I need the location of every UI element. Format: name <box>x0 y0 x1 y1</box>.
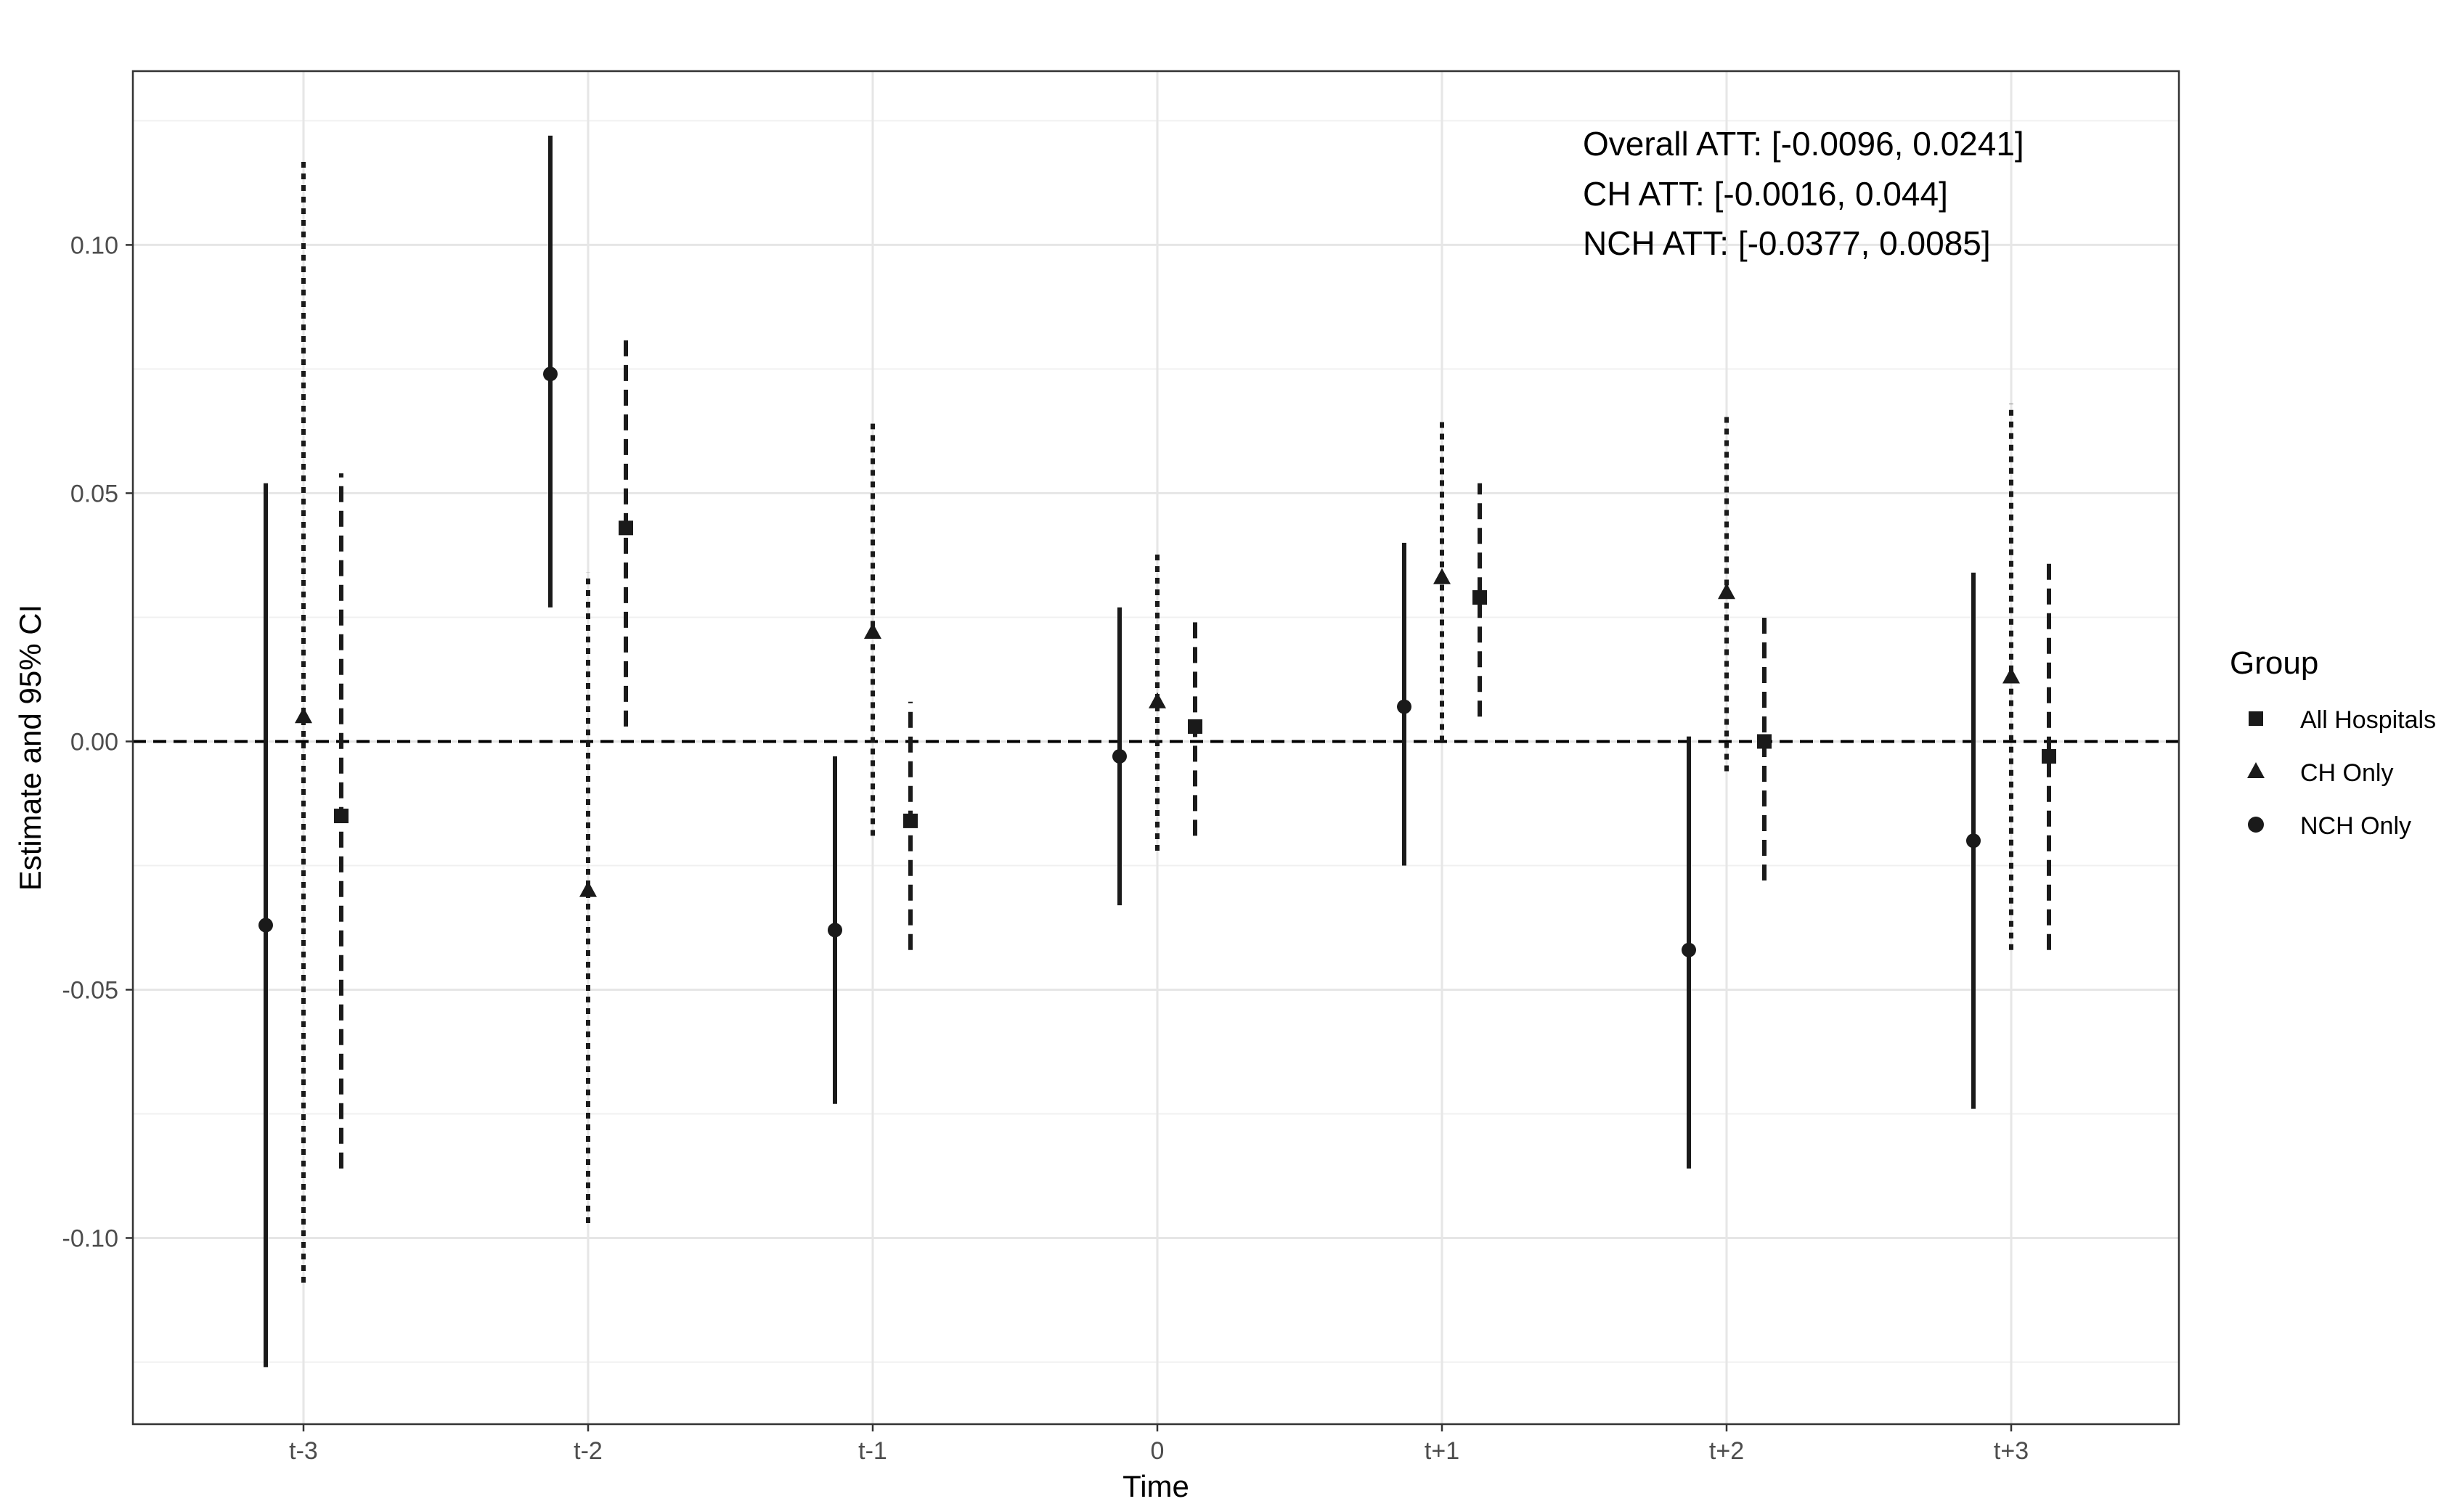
point-all-hospitals <box>1188 719 1202 734</box>
point-nch-only <box>1112 748 1127 764</box>
point-ch-only <box>2002 667 2020 684</box>
plot-marks <box>133 135 2179 1368</box>
x-tick-label: t-2 <box>574 1437 603 1465</box>
legend-circle-icon <box>2248 817 2264 833</box>
y-axis-title: Estimate and 95% CI <box>13 605 47 891</box>
point-ch-only <box>864 622 881 639</box>
point-ch-only <box>1433 568 1451 584</box>
annotation-overall-att: Overall ATT: [-0.0096, 0.0241] <box>1583 125 2024 163</box>
x-tick-label: t-3 <box>289 1437 318 1465</box>
legend-triangle-icon <box>2247 762 2265 778</box>
point-nch-only <box>1682 942 1696 957</box>
x-tick-label: t+2 <box>1709 1437 1744 1465</box>
legend: Group All Hospitals CH Only NCH Only <box>2230 645 2436 840</box>
point-all-hospitals <box>2042 748 2056 764</box>
y-tick-label: -0.05 <box>62 976 119 1004</box>
point-nch-only <box>543 367 558 382</box>
x-tick-label: t-1 <box>858 1437 887 1465</box>
point-all-hospitals <box>1757 734 1772 749</box>
legend-label-ch-only: CH Only <box>2300 759 2393 787</box>
point-ch-only <box>1718 583 1735 600</box>
legend-title: Group <box>2230 645 2318 681</box>
y-tick-label: 0.05 <box>70 480 118 507</box>
x-axis-title: Time <box>1122 1469 1189 1503</box>
point-nch-only <box>1966 833 1981 849</box>
axes: -0.10 -0.05 0.00 0.05 0.10 t-3 t-2 t-1 0 t+1 t+2 t+… <box>62 232 2029 1465</box>
point-all-hospitals <box>903 813 918 828</box>
point-nch-only <box>828 923 842 938</box>
point-ch-only <box>1149 692 1166 708</box>
legend-label-all-hospitals: All Hospitals <box>2300 706 2436 734</box>
point-all-hospitals <box>619 520 633 536</box>
point-ch-only <box>579 880 597 897</box>
x-tick-label: 0 <box>1151 1437 1165 1465</box>
legend-square-icon <box>2249 711 2263 726</box>
y-tick-label: 0.00 <box>70 728 118 756</box>
point-nch-only <box>258 918 273 933</box>
y-tick-label: -0.10 <box>62 1225 119 1252</box>
point-all-hospitals <box>1472 590 1487 605</box>
y-tick-label: 0.10 <box>70 232 118 259</box>
annotation-nch-att: NCH ATT: [-0.0377, 0.0085] <box>1583 224 1991 262</box>
annotation-ch-att: CH ATT: [-0.0016, 0.044] <box>1583 175 1948 213</box>
point-ch-only <box>295 707 312 724</box>
point-nch-only <box>1397 699 1411 714</box>
legend-label-nch-only: NCH Only <box>2300 812 2411 840</box>
annotation-box: Overall ATT: [-0.0096, 0.0241] CH ATT: [… <box>1583 125 2024 262</box>
plot-frame <box>131 70 2180 1426</box>
point-all-hospitals <box>334 809 349 824</box>
x-tick-label: t+3 <box>1994 1437 2029 1465</box>
x-tick-label: t+1 <box>1425 1437 1459 1465</box>
